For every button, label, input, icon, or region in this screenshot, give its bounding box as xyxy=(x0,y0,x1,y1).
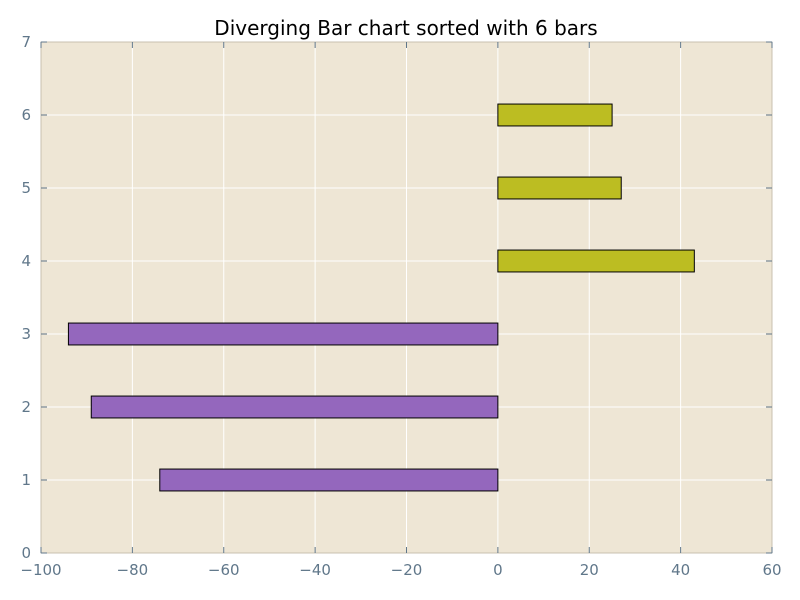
bar-3 xyxy=(67,322,499,346)
x-tick-label: 60 xyxy=(762,561,781,579)
x-tick-label: −20 xyxy=(391,561,423,579)
x-tick-label: −60 xyxy=(208,561,240,579)
y-tick-label: 2 xyxy=(21,398,31,416)
bar-1 xyxy=(159,468,499,492)
x-tick-label: −100 xyxy=(20,561,61,579)
x-tick-label: 40 xyxy=(671,561,690,579)
x-tick-label: 0 xyxy=(493,561,503,579)
y-tick-label: 3 xyxy=(21,325,31,343)
y-tick-label: 6 xyxy=(21,106,31,124)
y-tick-label: 0 xyxy=(21,544,31,562)
x-tick-label: 20 xyxy=(580,561,599,579)
y-tick-label: 4 xyxy=(21,252,31,270)
y-tick-label: 5 xyxy=(21,179,31,197)
x-tick-label: −40 xyxy=(299,561,331,579)
bar-5 xyxy=(497,176,622,200)
bar-6 xyxy=(497,103,613,127)
axis-ticks: −100 −80 −60 −40 −20 0 20 40 60 0 1 2 3 4 5 6 7 xyxy=(20,33,781,579)
bar-4 xyxy=(497,249,695,273)
bars xyxy=(67,103,695,492)
bar-2 xyxy=(90,395,499,419)
y-tick-label: 7 xyxy=(21,33,31,51)
y-tick-label: 1 xyxy=(21,471,31,489)
x-tick-label: −80 xyxy=(117,561,149,579)
chart-title: Diverging Bar chart sorted with 6 bars xyxy=(214,16,597,40)
